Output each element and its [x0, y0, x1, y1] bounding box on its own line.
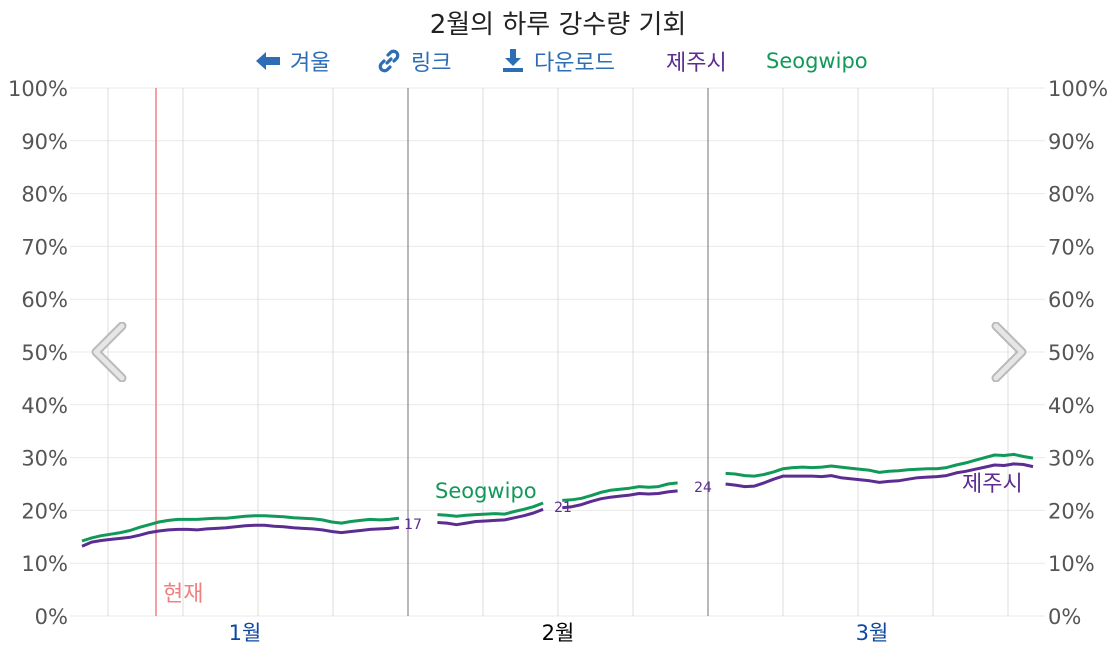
y-tick-label-right: 90% — [1048, 130, 1095, 154]
series-lines — [81, 452, 1034, 548]
link-button[interactable]: 링크 — [377, 44, 451, 78]
seogwipo-line — [725, 452, 1034, 478]
y-tick-label-right: 0% — [1048, 605, 1081, 629]
legend-item-jeju[interactable]: 제주시 — [666, 44, 727, 78]
y-tick-label-right: 80% — [1048, 183, 1095, 207]
link-button-label: 링크 — [411, 51, 452, 76]
y-tick-label-left: 0% — [35, 605, 68, 629]
legend-item-seogwipo[interactable]: Seogwipo — [766, 44, 868, 78]
y-axis-left: 0% 10% 20% 30% 40% 50% 60% 70% 80% 90% 100% — [8, 77, 68, 629]
y-tick-label-left: 100% — [8, 77, 68, 101]
chart-labels: 1월 2월 3월 Seogwipo 제주시 17 21 24 현재 — [163, 472, 1023, 645]
point-value-label: 21 — [554, 500, 572, 516]
chevron-left-icon — [91, 321, 127, 383]
y-tick-label-left: 40% — [21, 394, 68, 418]
y-tick-label-right: 30% — [1048, 447, 1095, 471]
seogwipo-line — [437, 501, 544, 518]
y-tick-label-right: 60% — [1048, 288, 1095, 312]
y-tick-label-right: 10% — [1048, 552, 1095, 576]
jeju-series-label: 제주시 — [962, 472, 1023, 497]
link-icon — [377, 49, 401, 73]
point-value-label: 17 — [404, 517, 422, 533]
point-value-label: 24 — [694, 480, 712, 496]
seogwipo-series-label: Seogwipo — [435, 479, 537, 503]
y-tick-label-right: 40% — [1048, 394, 1095, 418]
jeju-line — [81, 523, 400, 548]
y-tick-label-right: 20% — [1048, 499, 1095, 523]
back-button-label: 겨울 — [290, 51, 331, 76]
y-tick-label-left: 10% — [21, 552, 68, 576]
legend-label-jeju: 제주시 — [666, 51, 727, 76]
grid — [70, 87, 1045, 617]
download-icon — [502, 49, 524, 73]
y-axis-right: 0% 10% 20% 30% 40% 50% 60% 70% 80% 90% 100% — [1048, 77, 1108, 629]
back-button[interactable]: 겨울 — [256, 44, 330, 78]
y-tick-label-left: 20% — [21, 499, 68, 523]
prev-button[interactable] — [90, 321, 130, 383]
chevron-right-icon — [991, 321, 1027, 383]
toolbar: 겨울 링크 다운로드 제주시 Seogwipo — [0, 44, 1116, 78]
arrow-left-icon — [256, 51, 280, 71]
jeju-line — [562, 489, 678, 510]
month-label: 1월 — [229, 621, 262, 645]
y-tick-label-left: 50% — [21, 341, 68, 365]
page-title: 2월의 하루 강수량 기회 — [429, 10, 687, 40]
y-tick-label-left: 90% — [21, 130, 68, 154]
month-label: 3월 — [856, 621, 889, 645]
seogwipo-line — [81, 514, 400, 543]
y-tick-label-right: 70% — [1048, 235, 1095, 259]
y-tick-label-left: 70% — [21, 235, 68, 259]
download-button[interactable]: 다운로드 — [502, 44, 615, 78]
seogwipo-line — [562, 481, 678, 502]
month-label: 2월 — [542, 621, 575, 645]
y-tick-label-right: 50% — [1048, 341, 1095, 365]
next-button[interactable] — [988, 321, 1028, 383]
y-tick-label-left: 80% — [21, 183, 68, 207]
legend-label-seogwipo: Seogwipo — [766, 49, 868, 73]
jeju-line — [437, 507, 544, 527]
y-tick-label-left: 60% — [21, 288, 68, 312]
jeju-line — [725, 462, 1034, 489]
y-tick-label-left: 30% — [21, 447, 68, 471]
now-label: 현재 — [163, 582, 203, 607]
download-button-label: 다운로드 — [534, 51, 615, 76]
y-tick-label-right: 100% — [1048, 77, 1108, 101]
